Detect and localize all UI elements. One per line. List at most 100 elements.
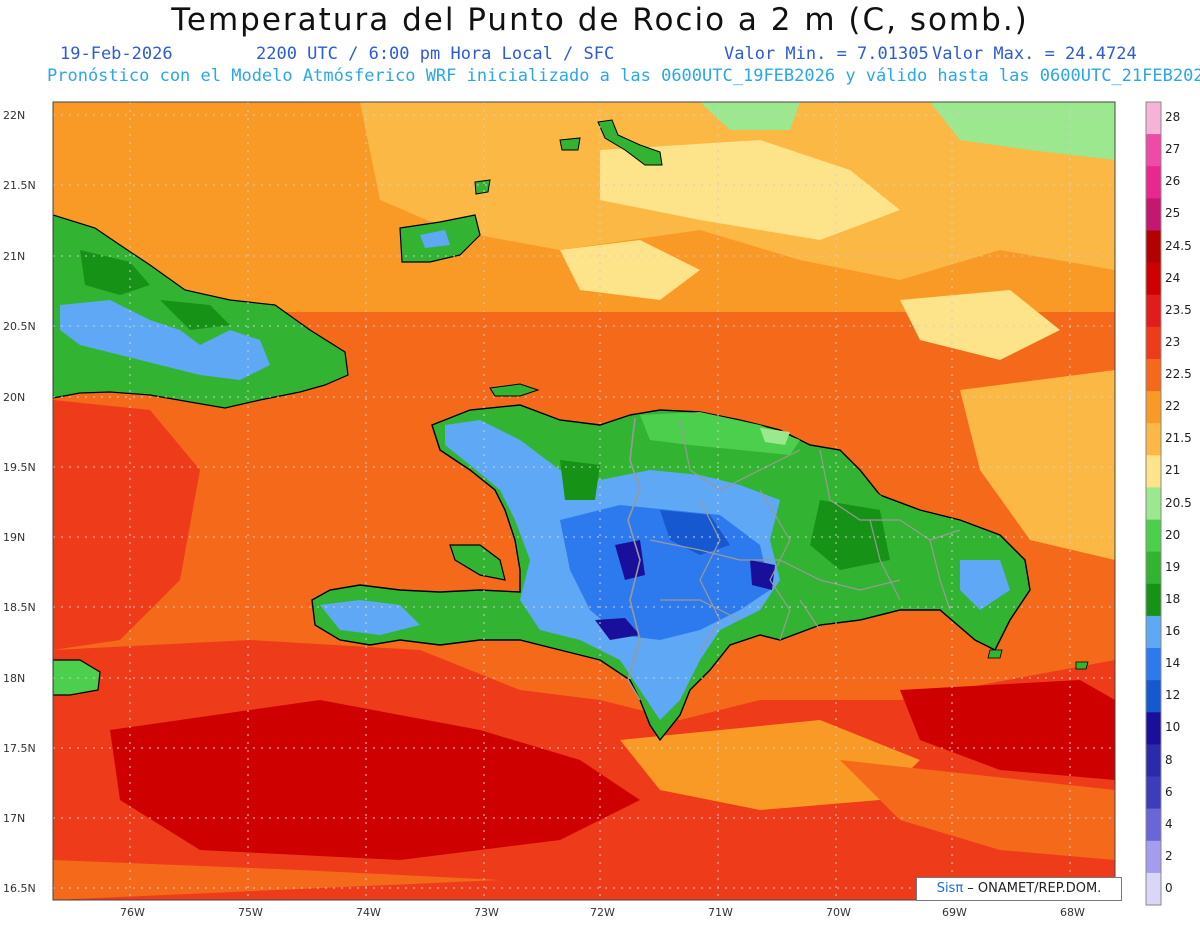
lon-label: 68W [1060,906,1085,919]
colorbar-label: 21.5 [1165,431,1192,446]
colorbar-label: 27 [1165,142,1181,157]
colorbar-label: 22 [1165,399,1181,414]
colorbar-label: 6 [1165,784,1173,799]
lat-label: 20.5N [3,320,36,333]
cuba-darkgreen-2 [160,300,230,330]
gonave-island [449,544,506,581]
colorbar-swatch [1146,712,1161,745]
lon-label: 75W [238,906,263,919]
colorbar-swatch [1146,230,1161,264]
colorbar-label: 10 [1165,720,1181,735]
lon-label: 72W [590,906,615,919]
lat-label: 21.5N [3,179,36,192]
field-light-green-ne [930,102,1115,160]
hispaniola-light-green [760,428,790,445]
colorbar-frame [1145,101,1162,906]
province-lines-1 [679,419,961,651]
credit-text: – ONAMET/REP.DOM. [963,881,1102,896]
colorbar-swatch [1146,551,1161,585]
colorbar-swatch [1146,423,1161,456]
hispaniola-darkgreen-2 [560,460,600,500]
colorbar-label: 20.5 [1165,495,1192,510]
colorbar-swatch [1146,294,1161,328]
colorbar-label: 16 [1165,624,1181,638]
field-orange-bottom [53,860,500,900]
colorbar-label: 21 [1165,463,1181,478]
colorbar-label: 2 [1165,848,1173,863]
lat-label: 17N [3,812,26,825]
colorbar-label: 4 [1165,816,1173,831]
cuba-blue-core [60,300,270,380]
lon-label: 73W [474,906,499,919]
colorbar-swatch [1146,326,1161,360]
colorbar-swatch [1146,680,1161,713]
lon-label: 71W [708,906,733,919]
hispaniola-blue-2 [320,600,420,635]
field-pale-yellow-2 [900,290,1060,360]
lon-label: 76W [120,906,145,919]
caicos-island-1 [559,137,581,151]
lon-label: 70W [826,906,851,919]
province-lines-2 [649,519,951,631]
lon-label: 74W [356,906,381,919]
colorbar-swatch [1146,455,1161,488]
field-darkred-south [110,700,640,860]
lat-label: 19N [3,531,26,544]
hispaniola-darkblue-4 [595,618,640,640]
lat-label: 22N [3,109,26,122]
colorbar-swatch [1146,519,1161,553]
field-pale-yellow-3 [560,240,700,300]
lat-label: 19.5N [3,461,36,474]
forecast-date: 19-Feb-2026 [60,44,173,64]
colorbar-label: 0 [1165,880,1173,895]
colorbar-label: 26 [1165,174,1181,189]
colorbar-swatch [1146,744,1161,778]
colorbar-label: 14 [1165,656,1181,671]
colorbar-swatch [1146,359,1161,392]
lat-label: 21N [3,250,26,263]
colorbar-swatch [1146,102,1161,135]
colorbar-swatch [1146,648,1161,681]
colorbar-swatch [1146,840,1161,874]
cuba-darkgreen-1 [80,250,150,295]
field-red-west [53,400,200,650]
lat-label: 18.5N [3,601,36,614]
colorbar-label: 20 [1165,527,1181,542]
colorbar-label: 19 [1165,559,1181,574]
forecast-time: 2200 UTC / 6:00 pm Hora Local / SFC [256,44,615,64]
colorbar-swatch [1146,487,1161,521]
caicos-island-2 [597,119,663,166]
credit-box: Sisπ – ONAMET/REP.DOM. [916,877,1122,901]
tortuga-island [489,383,540,397]
colorbar-label: 25 [1165,206,1181,221]
lon-label: 69W [942,906,967,919]
lat-label: 17.5N [3,742,36,755]
graticule [53,102,1115,900]
map-frame [52,101,1116,901]
colorbar-swatch [1146,776,1161,810]
colorbar-label: 23.5 [1165,302,1192,317]
field-orange-east [960,370,1115,560]
saona-island [987,649,1003,659]
credit-brand: Sisπ [936,881,964,896]
hispaniola-darkblue-1 [660,510,730,555]
colorbar-swatch [1146,262,1161,296]
colorbar-label: 12 [1165,688,1181,703]
colorbar-label: 24.5 [1165,238,1192,253]
inagua-blue [420,230,450,248]
colorbar-label: 23 [1165,334,1181,349]
colorbar-label: 28 [1165,110,1181,125]
field-light-green-n [700,102,800,130]
model-description: Pronóstico con el Modelo Atmósferico WRF… [47,66,1200,86]
field-orange-south-band [620,720,920,810]
field-orange-se [840,760,1115,860]
hispaniola-darkgreen-1 [810,500,890,570]
colorbar-swatch [1146,391,1161,424]
colorbar-swatch [1146,198,1161,232]
colorbar-label: 18 [1165,591,1181,606]
lat-label: 18N [3,672,26,685]
colorbar-label: 8 [1165,752,1173,767]
colorbar-label: 24 [1165,270,1181,285]
colorbar-label: 22.5 [1165,367,1192,381]
